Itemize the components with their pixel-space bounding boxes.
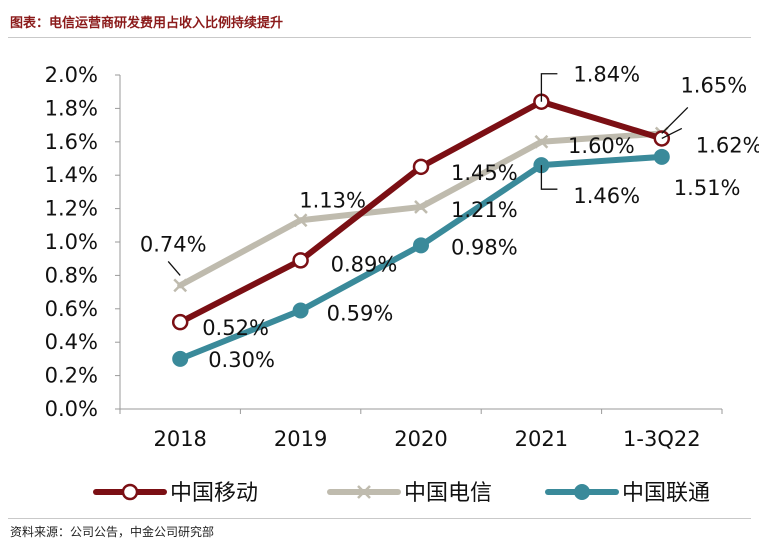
data-point xyxy=(653,148,670,165)
y-tick-label: 1.0% xyxy=(45,230,98,254)
legend-label: 中国电信 xyxy=(404,481,492,506)
data-point xyxy=(172,350,189,367)
data-label: 0.30% xyxy=(208,348,275,372)
x-tick-label: 2020 xyxy=(394,427,447,451)
label-leader-line xyxy=(167,260,181,276)
data-point xyxy=(292,302,309,319)
data-label: 1.62% xyxy=(696,133,759,157)
data-point xyxy=(173,278,188,293)
data-label: 1.84% xyxy=(573,63,640,87)
y-tick-label: 0.0% xyxy=(45,397,98,421)
data-label: 1.21% xyxy=(451,198,518,222)
data-point xyxy=(293,213,308,228)
label-leader-line xyxy=(661,127,683,140)
data-label: 1.46% xyxy=(573,184,640,208)
data-label: 0.74% xyxy=(140,232,207,256)
data-point xyxy=(574,484,590,500)
data-point xyxy=(534,134,549,149)
y-tick-label: 1.4% xyxy=(45,163,98,187)
data-label: 1.60% xyxy=(568,134,635,158)
y-tick-label: 2.0% xyxy=(45,63,98,87)
data-point xyxy=(171,313,189,331)
x-tick-label: 2018 xyxy=(153,427,206,451)
x-tick-label: 2019 xyxy=(274,427,327,451)
data-point xyxy=(357,485,371,499)
data-point xyxy=(412,158,430,176)
legend-label: 中国移动 xyxy=(170,481,258,506)
data-point xyxy=(413,237,429,254)
label-leader-line xyxy=(540,73,558,102)
data-label: 0.59% xyxy=(327,301,394,325)
label-leader-line xyxy=(661,106,689,134)
source-divider xyxy=(8,518,751,519)
data-label: 1.51% xyxy=(674,176,741,200)
data-label: 1.45% xyxy=(451,161,518,185)
data-label: 1.65% xyxy=(680,73,747,97)
source-note: 资料来源：公司公告，中金公司研究部 xyxy=(10,525,215,539)
legend-label: 中国联通 xyxy=(622,481,710,506)
y-tick-label: 1.6% xyxy=(45,130,98,154)
data-label: 0.89% xyxy=(331,252,398,276)
data-point xyxy=(414,200,428,214)
y-tick-label: 1.2% xyxy=(45,197,98,221)
y-tick-label: 0.2% xyxy=(45,364,98,388)
x-tick-label: 1-3Q22 xyxy=(623,427,701,451)
y-tick-label: 0.8% xyxy=(45,263,98,287)
data-label: 1.13% xyxy=(299,188,366,212)
data-label: 0.52% xyxy=(202,316,269,340)
y-tick-label: 0.4% xyxy=(45,330,98,354)
title-divider xyxy=(8,37,751,38)
chart-title: 图表：电信运营商研发费用占收入比例持续提升 xyxy=(10,16,284,31)
x-tick-label: 2021 xyxy=(515,427,568,451)
data-label: 0.98% xyxy=(451,235,518,259)
data-point xyxy=(121,483,139,501)
data-point xyxy=(292,252,309,269)
label-leader-line xyxy=(540,165,558,190)
y-tick-label: 0.6% xyxy=(45,297,98,321)
y-tick-label: 1.8% xyxy=(45,96,98,120)
